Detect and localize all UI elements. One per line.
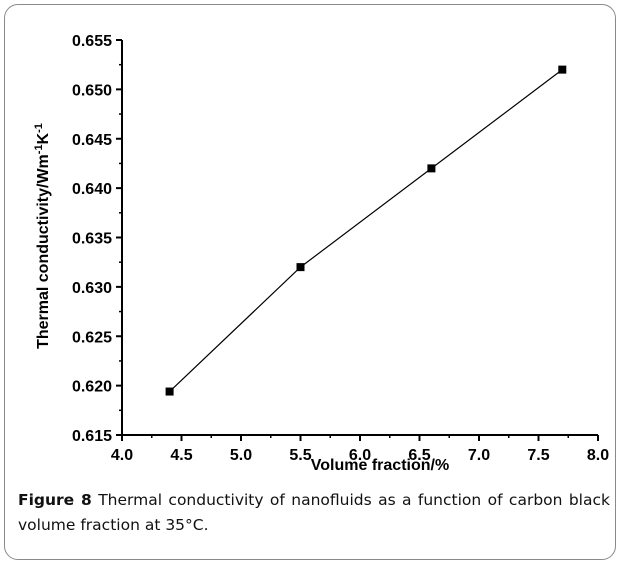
- chart-svg: 4.0 4.5 5.0 5.5 6.0 6.5 7.0 7.5 8.0 0.615 0.620 0.6…: [33, 33, 609, 474]
- y-tick-label: 0.645: [72, 132, 112, 149]
- data-point: [296, 263, 305, 272]
- x-tick-label: 8.0: [587, 447, 609, 464]
- x-tick-label: 6.0: [349, 447, 371, 464]
- x-axis-label: Volume fraction/%: [311, 457, 449, 474]
- y-tick-label: 0.625: [72, 329, 112, 346]
- y-axis-label: Thermal conductivity/Wm-1K-1: [33, 123, 52, 349]
- x-tick-label: 7.5: [527, 447, 549, 464]
- caption-label: Figure 8: [18, 491, 92, 509]
- y-tick-label: 0.640: [72, 181, 112, 198]
- y-tick-label: 0.635: [72, 231, 112, 248]
- figure-caption: Figure 8 Thermal conductivity of nanoflu…: [18, 488, 610, 538]
- x-tick-label: 4.5: [170, 447, 192, 464]
- ticks: 4.0 4.5 5.0 5.5 6.0 6.5 7.0 7.5 8.0 0.615 0.620 0.6…: [72, 33, 609, 464]
- y-tick-label: 0.655: [72, 33, 112, 50]
- series-line: [169, 69, 563, 392]
- x-tick-label: 7.0: [468, 447, 490, 464]
- x-tick-label: 4.0: [111, 447, 133, 464]
- y-tick-label: 0.630: [72, 280, 112, 297]
- data-point: [558, 65, 567, 74]
- figure-frame: [4, 4, 616, 560]
- x-tick-label: 5.0: [230, 447, 252, 464]
- caption-text: Thermal conductivity of nanofluids as a …: [18, 491, 610, 534]
- y-tick-label: 0.615: [72, 428, 112, 445]
- x-tick-label: 6.5: [408, 447, 430, 464]
- x-tick-label: 5.5: [289, 447, 311, 464]
- y-tick-label: 0.650: [72, 82, 112, 99]
- series: [165, 65, 567, 396]
- y-tick-label: 0.620: [72, 379, 112, 396]
- data-point: [427, 164, 436, 173]
- axes: [121, 40, 598, 436]
- data-point: [165, 387, 174, 396]
